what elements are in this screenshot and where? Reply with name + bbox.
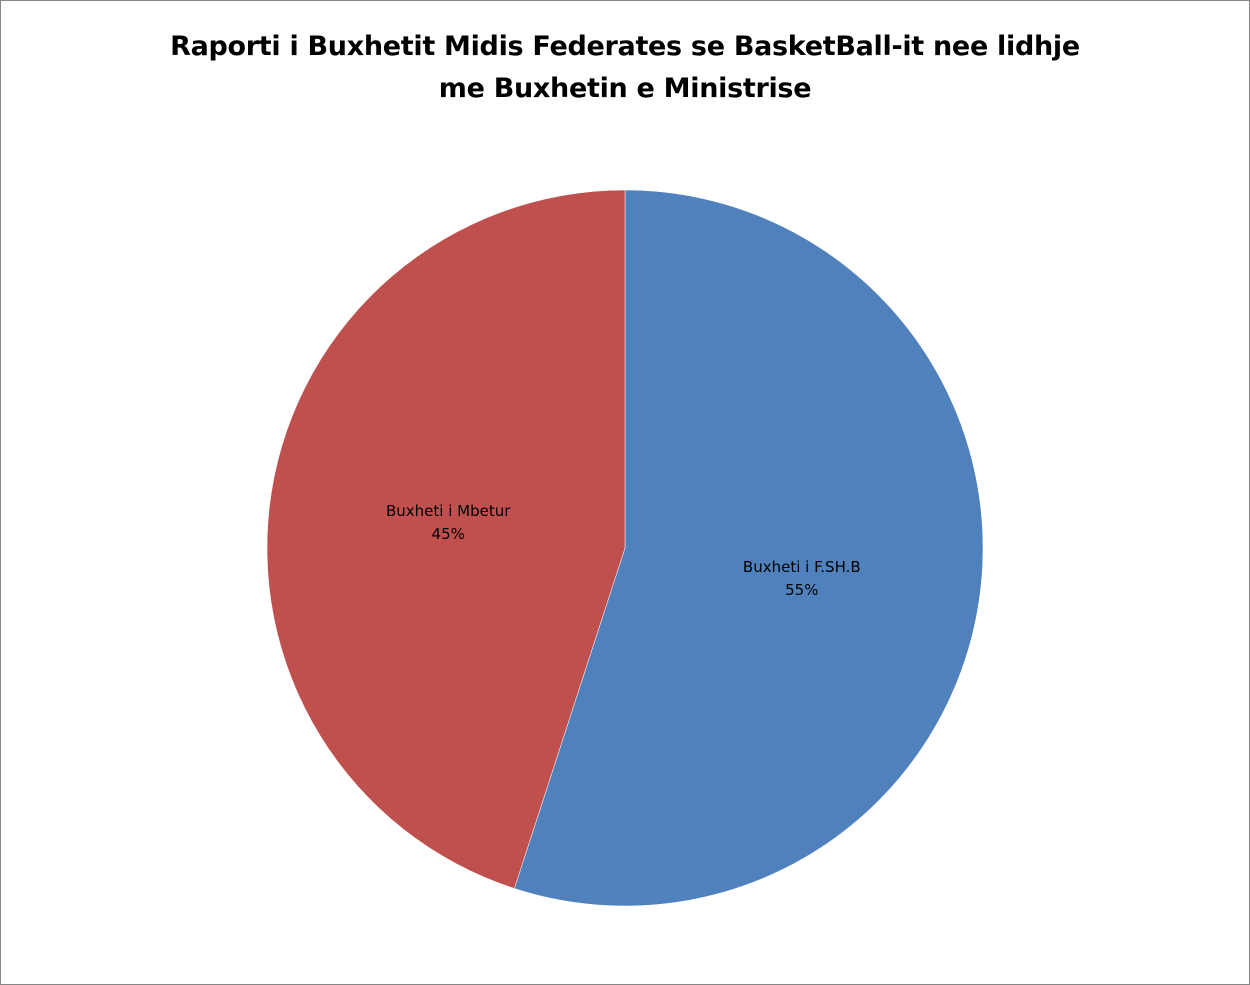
chart-title-line-2: me Buxhetin e Ministrise	[438, 73, 812, 104]
slice-category-label-0: Buxheti i F.SH.B	[743, 558, 861, 576]
slice-category-label-1: Buxheti i Mbetur	[386, 502, 511, 520]
pie-slice-0	[514, 189, 984, 907]
chart-title: Raporti i Buxhetit Midis Federates se Ba…	[0, 26, 1250, 110]
slice-value-label-1: 45%	[432, 525, 465, 543]
chart-title-line-1: Raporti i Buxhetit Midis Federates se Ba…	[170, 31, 1080, 62]
slice-value-label-0: 55%	[785, 581, 818, 599]
pie-slice-1	[266, 189, 626, 889]
